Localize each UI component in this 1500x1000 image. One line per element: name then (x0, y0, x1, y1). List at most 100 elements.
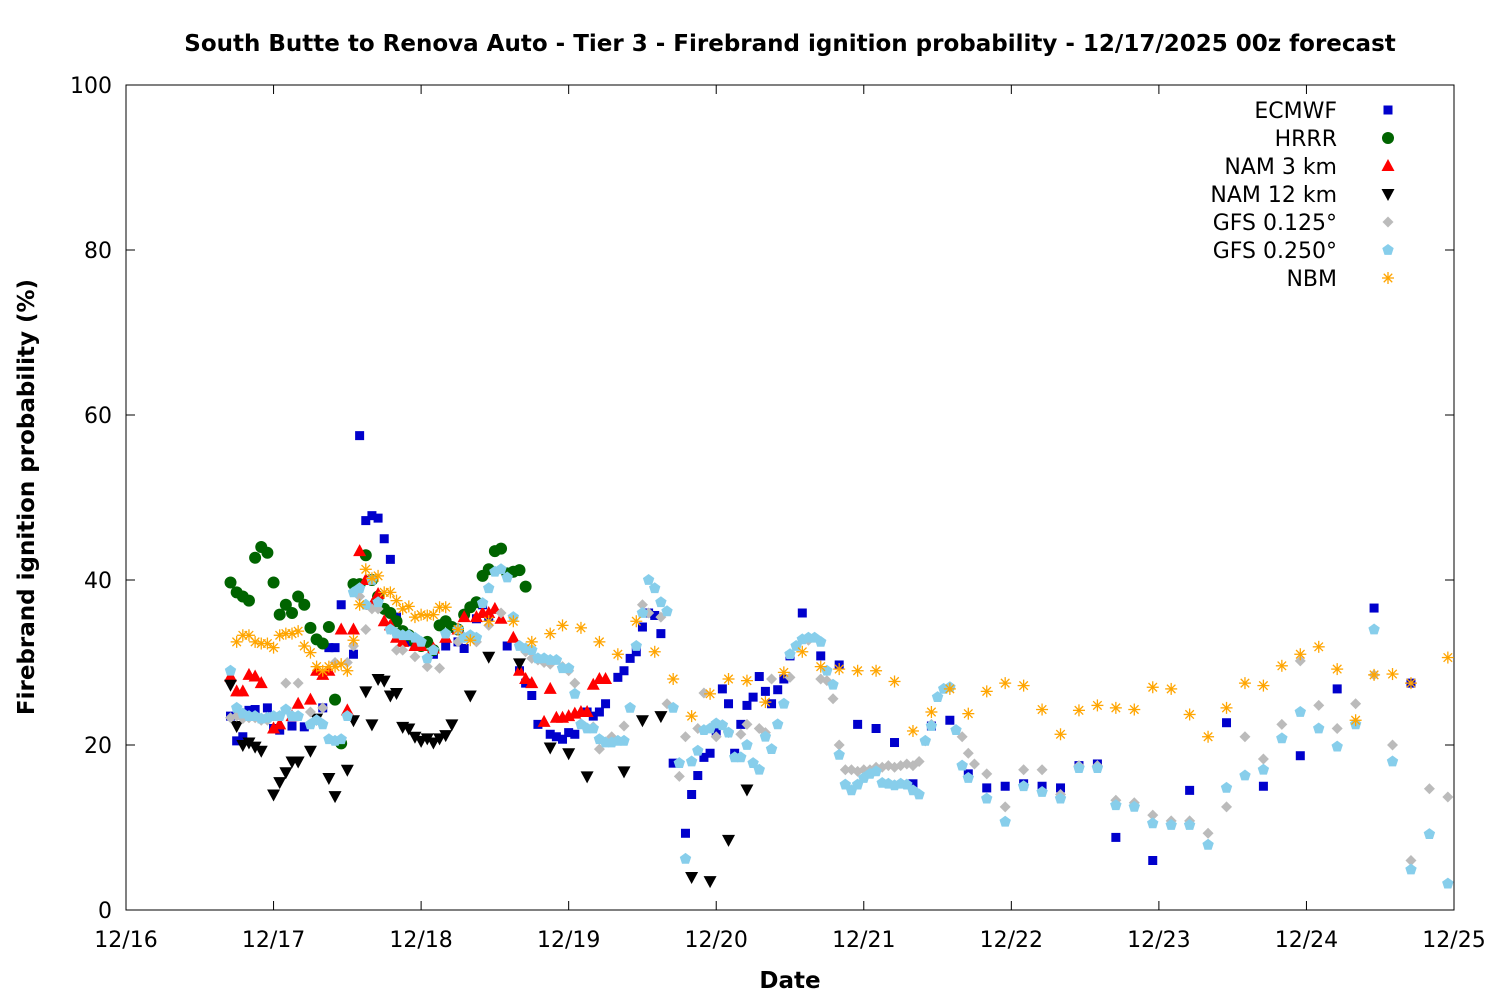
point-gfs-0-125 (913, 756, 925, 767)
point-ecmwf (853, 719, 863, 729)
point-nbm (851, 664, 864, 677)
y-tick-label: 20 (84, 734, 112, 759)
point-gfs-0-250 (679, 852, 692, 864)
point-gfs-0-125 (1202, 827, 1214, 839)
point-nam-3-km (469, 610, 483, 623)
point-nbm (261, 637, 274, 650)
point-gfs-0-250 (1017, 780, 1030, 792)
point-nbm (1183, 708, 1196, 721)
point-gfs-0-250 (1128, 800, 1140, 812)
point-gfs-0-250 (999, 815, 1011, 827)
point-nbm (556, 619, 569, 632)
point-nbm-stroke (1332, 664, 1342, 674)
point-nbm (740, 674, 753, 687)
point-nam-12-km (254, 745, 268, 758)
point-nbm (384, 586, 397, 599)
point-ecmwf (1111, 832, 1121, 842)
point-nbm-stroke (527, 637, 537, 647)
point-nbm (544, 627, 557, 640)
point-nbm-stroke (945, 684, 955, 694)
point-gfs-0-250 (765, 743, 778, 754)
point-nbm (1036, 703, 1049, 716)
legend-marker-nbm (1382, 272, 1394, 284)
point-nbm-stroke (1129, 704, 1139, 715)
point-nbm-stroke (361, 564, 371, 574)
point-nbm (1146, 681, 1159, 694)
point-nbm (1349, 714, 1362, 727)
point-gfs-0-250 (587, 722, 599, 734)
point-nam-12-km (685, 872, 699, 884)
point-nbm-stroke (342, 666, 353, 676)
point-nbm (759, 696, 772, 709)
data-points (224, 431, 1454, 889)
point-nbm (507, 615, 520, 628)
point-hrrr (273, 608, 286, 621)
point-nam-3-km (525, 676, 539, 689)
point-hrrr (242, 594, 255, 607)
point-nbm (574, 621, 587, 634)
point-ecmwf (760, 686, 770, 696)
point-ecmwf (619, 666, 629, 676)
point-nbm-stroke (428, 609, 439, 620)
point-ecmwf (287, 721, 297, 731)
point-gfs-0-125 (833, 739, 845, 751)
point-nam-3-km (273, 717, 287, 730)
point-nam-3-km (377, 614, 391, 627)
point-nbm (833, 663, 846, 676)
point-nam-12-km (420, 733, 434, 746)
point-gfs-0-125 (968, 758, 980, 770)
point-ecmwf (779, 674, 789, 684)
point-hrrr (519, 580, 532, 593)
point-nam-12-km (390, 688, 404, 701)
point-nam-12-km (242, 737, 256, 750)
point-nam-12-km (580, 771, 594, 784)
point-ecmwf (816, 651, 826, 661)
point-nam-12-km (635, 715, 649, 728)
point-nbm-stroke (1037, 704, 1047, 715)
point-nbm (611, 648, 624, 661)
point-hrrr (513, 564, 526, 577)
point-gfs-0-250 (1368, 623, 1380, 635)
point-ecmwf (601, 699, 611, 709)
point-nam-12-km (722, 834, 736, 847)
point-nbm (402, 600, 415, 613)
point-gfs-0-250 (224, 664, 237, 676)
point-nam-12-km (291, 756, 305, 769)
point-ecmwf (773, 685, 783, 695)
point-gfs-0-250 (630, 640, 642, 651)
point-ecmwf (441, 641, 451, 651)
point-gfs-0-125 (1276, 718, 1288, 730)
point-nam-12-km (654, 711, 668, 724)
point-gfs-0-250 (624, 701, 636, 713)
point-ecmwf (687, 790, 697, 799)
point-nbm (667, 673, 680, 685)
point-ecmwf (742, 700, 752, 710)
point-gfs-0-250 (1442, 877, 1454, 889)
point-nbm-stroke (1018, 680, 1029, 691)
point-nbm-stroke (1295, 649, 1305, 659)
point-nbm (593, 635, 606, 648)
point-gfs-0-250 (495, 563, 507, 575)
point-nbm-stroke (742, 675, 752, 686)
point-ecmwf (361, 516, 371, 526)
legend-marker-nam-12-km (1381, 189, 1395, 201)
point-nbm (359, 563, 372, 576)
point-gfs-0-250 (753, 763, 765, 775)
legend-label-gfs-0-125: GFS 0.125° (1213, 211, 1337, 236)
point-ecmwf (668, 758, 678, 768)
point-gfs-0-250 (440, 627, 452, 639)
point-nam-12-km (224, 679, 238, 692)
point-gfs-0-125 (1423, 783, 1435, 795)
point-gfs-0-250 (1313, 722, 1325, 734)
point-ecmwf (717, 684, 727, 694)
point-nbm-stroke (871, 666, 881, 676)
point-gfs-0-250 (950, 724, 962, 735)
point-gfs-0-250 (569, 687, 581, 699)
point-nbm-stroke (348, 635, 359, 645)
point-gfs-0-125 (1294, 655, 1306, 667)
point-gfs-0-250 (685, 755, 698, 767)
x-tick-label: 12/22 (980, 928, 1043, 953)
point-gfs-0-250 (642, 574, 655, 585)
point-gfs-0-250 (483, 582, 495, 594)
point-nam-3-km (236, 684, 250, 697)
